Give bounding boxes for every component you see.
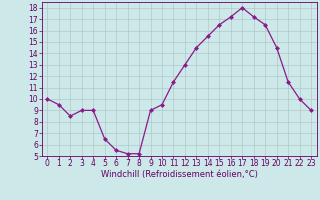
X-axis label: Windchill (Refroidissement éolien,°C): Windchill (Refroidissement éolien,°C) (101, 170, 258, 179)
